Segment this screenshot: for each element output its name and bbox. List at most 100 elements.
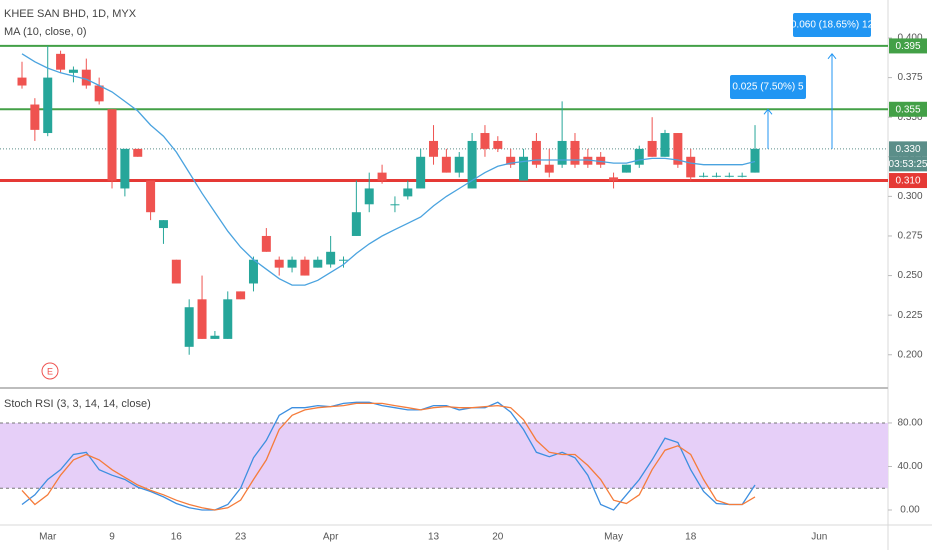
- countdown-label: 03:53:25: [889, 159, 928, 170]
- legend-entry: MA (10, close, 0): [4, 26, 87, 38]
- candle-body: [673, 133, 683, 165]
- candle-body: [544, 164, 554, 173]
- event-marker[interactable]: [41, 362, 59, 380]
- candle-body: [184, 307, 194, 347]
- candle-body: [120, 148, 130, 189]
- x-tick-label: Apr: [323, 532, 339, 543]
- annotation-label: 0.060 (18.65%) 12: [791, 20, 874, 31]
- candle-body: [94, 85, 104, 102]
- candle-body: [506, 156, 516, 165]
- candle-body: [30, 104, 40, 130]
- candle-body: [531, 140, 541, 165]
- candle-body: [313, 259, 323, 268]
- x-tick-label: 23: [235, 532, 247, 543]
- candle-body: [647, 140, 657, 157]
- candle-body: [300, 259, 310, 276]
- y-tick-label: 0.225: [897, 310, 922, 321]
- last-price-label: 0.330: [895, 144, 920, 155]
- annotation-box: [793, 13, 871, 37]
- x-tick-label: 16: [171, 532, 183, 543]
- candle-body: [634, 148, 644, 165]
- band-fill: [0, 422, 888, 489]
- annotation-box: [730, 75, 806, 99]
- candle-body: [107, 109, 117, 181]
- candle-body: [197, 299, 207, 339]
- level-label-box: [889, 173, 927, 189]
- candle-body: [377, 172, 387, 181]
- indicator-line: [21, 401, 756, 511]
- candle-body: [621, 164, 631, 173]
- candle-body: [326, 251, 336, 265]
- candle-body: [133, 148, 143, 157]
- candle-body: [737, 175, 747, 177]
- candle-body: [146, 180, 156, 213]
- x-tick-label: 20: [492, 532, 504, 543]
- candle-body: [223, 299, 233, 339]
- x-tick-label: 18: [685, 532, 697, 543]
- x-tick-label: 13: [428, 532, 440, 543]
- candle-body: [724, 175, 734, 177]
- candle-body: [236, 291, 246, 300]
- event-label: E: [47, 366, 53, 376]
- annotation-label: 0.025 (7.50%) 5: [732, 82, 804, 93]
- candle-body: [364, 188, 374, 205]
- candle-body: [570, 140, 580, 165]
- candle-body: [274, 259, 284, 268]
- candle-body: [17, 77, 27, 86]
- candle-body: [493, 140, 503, 149]
- candle-body: [56, 53, 66, 70]
- y-tick-label: 0.200: [897, 349, 922, 360]
- indicator-title: Stoch RSI (3, 3, 14, 14, close): [4, 398, 151, 410]
- candle-body: [261, 235, 271, 252]
- y-tick-label: 40.00: [897, 461, 922, 472]
- x-tick-label: May: [604, 532, 623, 543]
- level-label: 0.310: [895, 176, 920, 187]
- candle-body: [339, 259, 348, 261]
- arrow-head: [763, 108, 773, 115]
- level-label-box: [889, 101, 927, 117]
- y-tick-label: 0.400: [897, 33, 922, 44]
- y-tick-label: 0.350: [897, 112, 922, 123]
- candle-body: [711, 175, 721, 177]
- indicator-line: [21, 402, 756, 511]
- candle-body: [403, 188, 413, 197]
- x-tick-label: Mar: [39, 532, 57, 543]
- candle-body: [210, 335, 220, 339]
- candle-body: [660, 133, 670, 157]
- level-label: 0.355: [895, 104, 920, 115]
- y-tick-label: 0.250: [897, 270, 922, 281]
- candle-body: [416, 156, 426, 189]
- last-price-label-box: [889, 141, 927, 157]
- plot: 0.060 (18.65%) 12 0.025 (7.50%) 5: [0, 13, 888, 511]
- y-tick-label: 0.275: [897, 231, 922, 242]
- x-tick-label: 9: [109, 532, 115, 543]
- candle-body: [158, 220, 168, 229]
- chart-title: KHEE SAN BHD, 1D, MYX: [4, 8, 137, 20]
- candle-body: [467, 140, 477, 189]
- candle-body: [248, 259, 258, 284]
- candle-body: [480, 133, 490, 149]
- candle-body: [750, 148, 760, 173]
- candle-body: [441, 156, 451, 173]
- candle-body: [583, 156, 593, 165]
- candle-body: [699, 175, 709, 177]
- y-tick-label: 0.00: [900, 505, 920, 516]
- candle-body: [686, 156, 696, 178]
- candle-body: [81, 69, 91, 86]
- arrow-head: [827, 53, 837, 60]
- x-tick-label: Jun: [811, 532, 827, 543]
- candle-body: [609, 177, 619, 181]
- indicator-line: [21, 53, 756, 286]
- level-label: 0.395: [895, 41, 920, 52]
- candle-body: [390, 204, 400, 206]
- level-label-box: [889, 38, 927, 54]
- candle-body: [287, 259, 297, 268]
- y-tick-label: 0.300: [897, 191, 922, 202]
- y-tick-label: 80.00: [897, 418, 922, 429]
- candle-body: [68, 69, 78, 73]
- candle-body: [596, 156, 606, 165]
- candle-body: [43, 77, 53, 134]
- countdown-label-box: [889, 156, 927, 172]
